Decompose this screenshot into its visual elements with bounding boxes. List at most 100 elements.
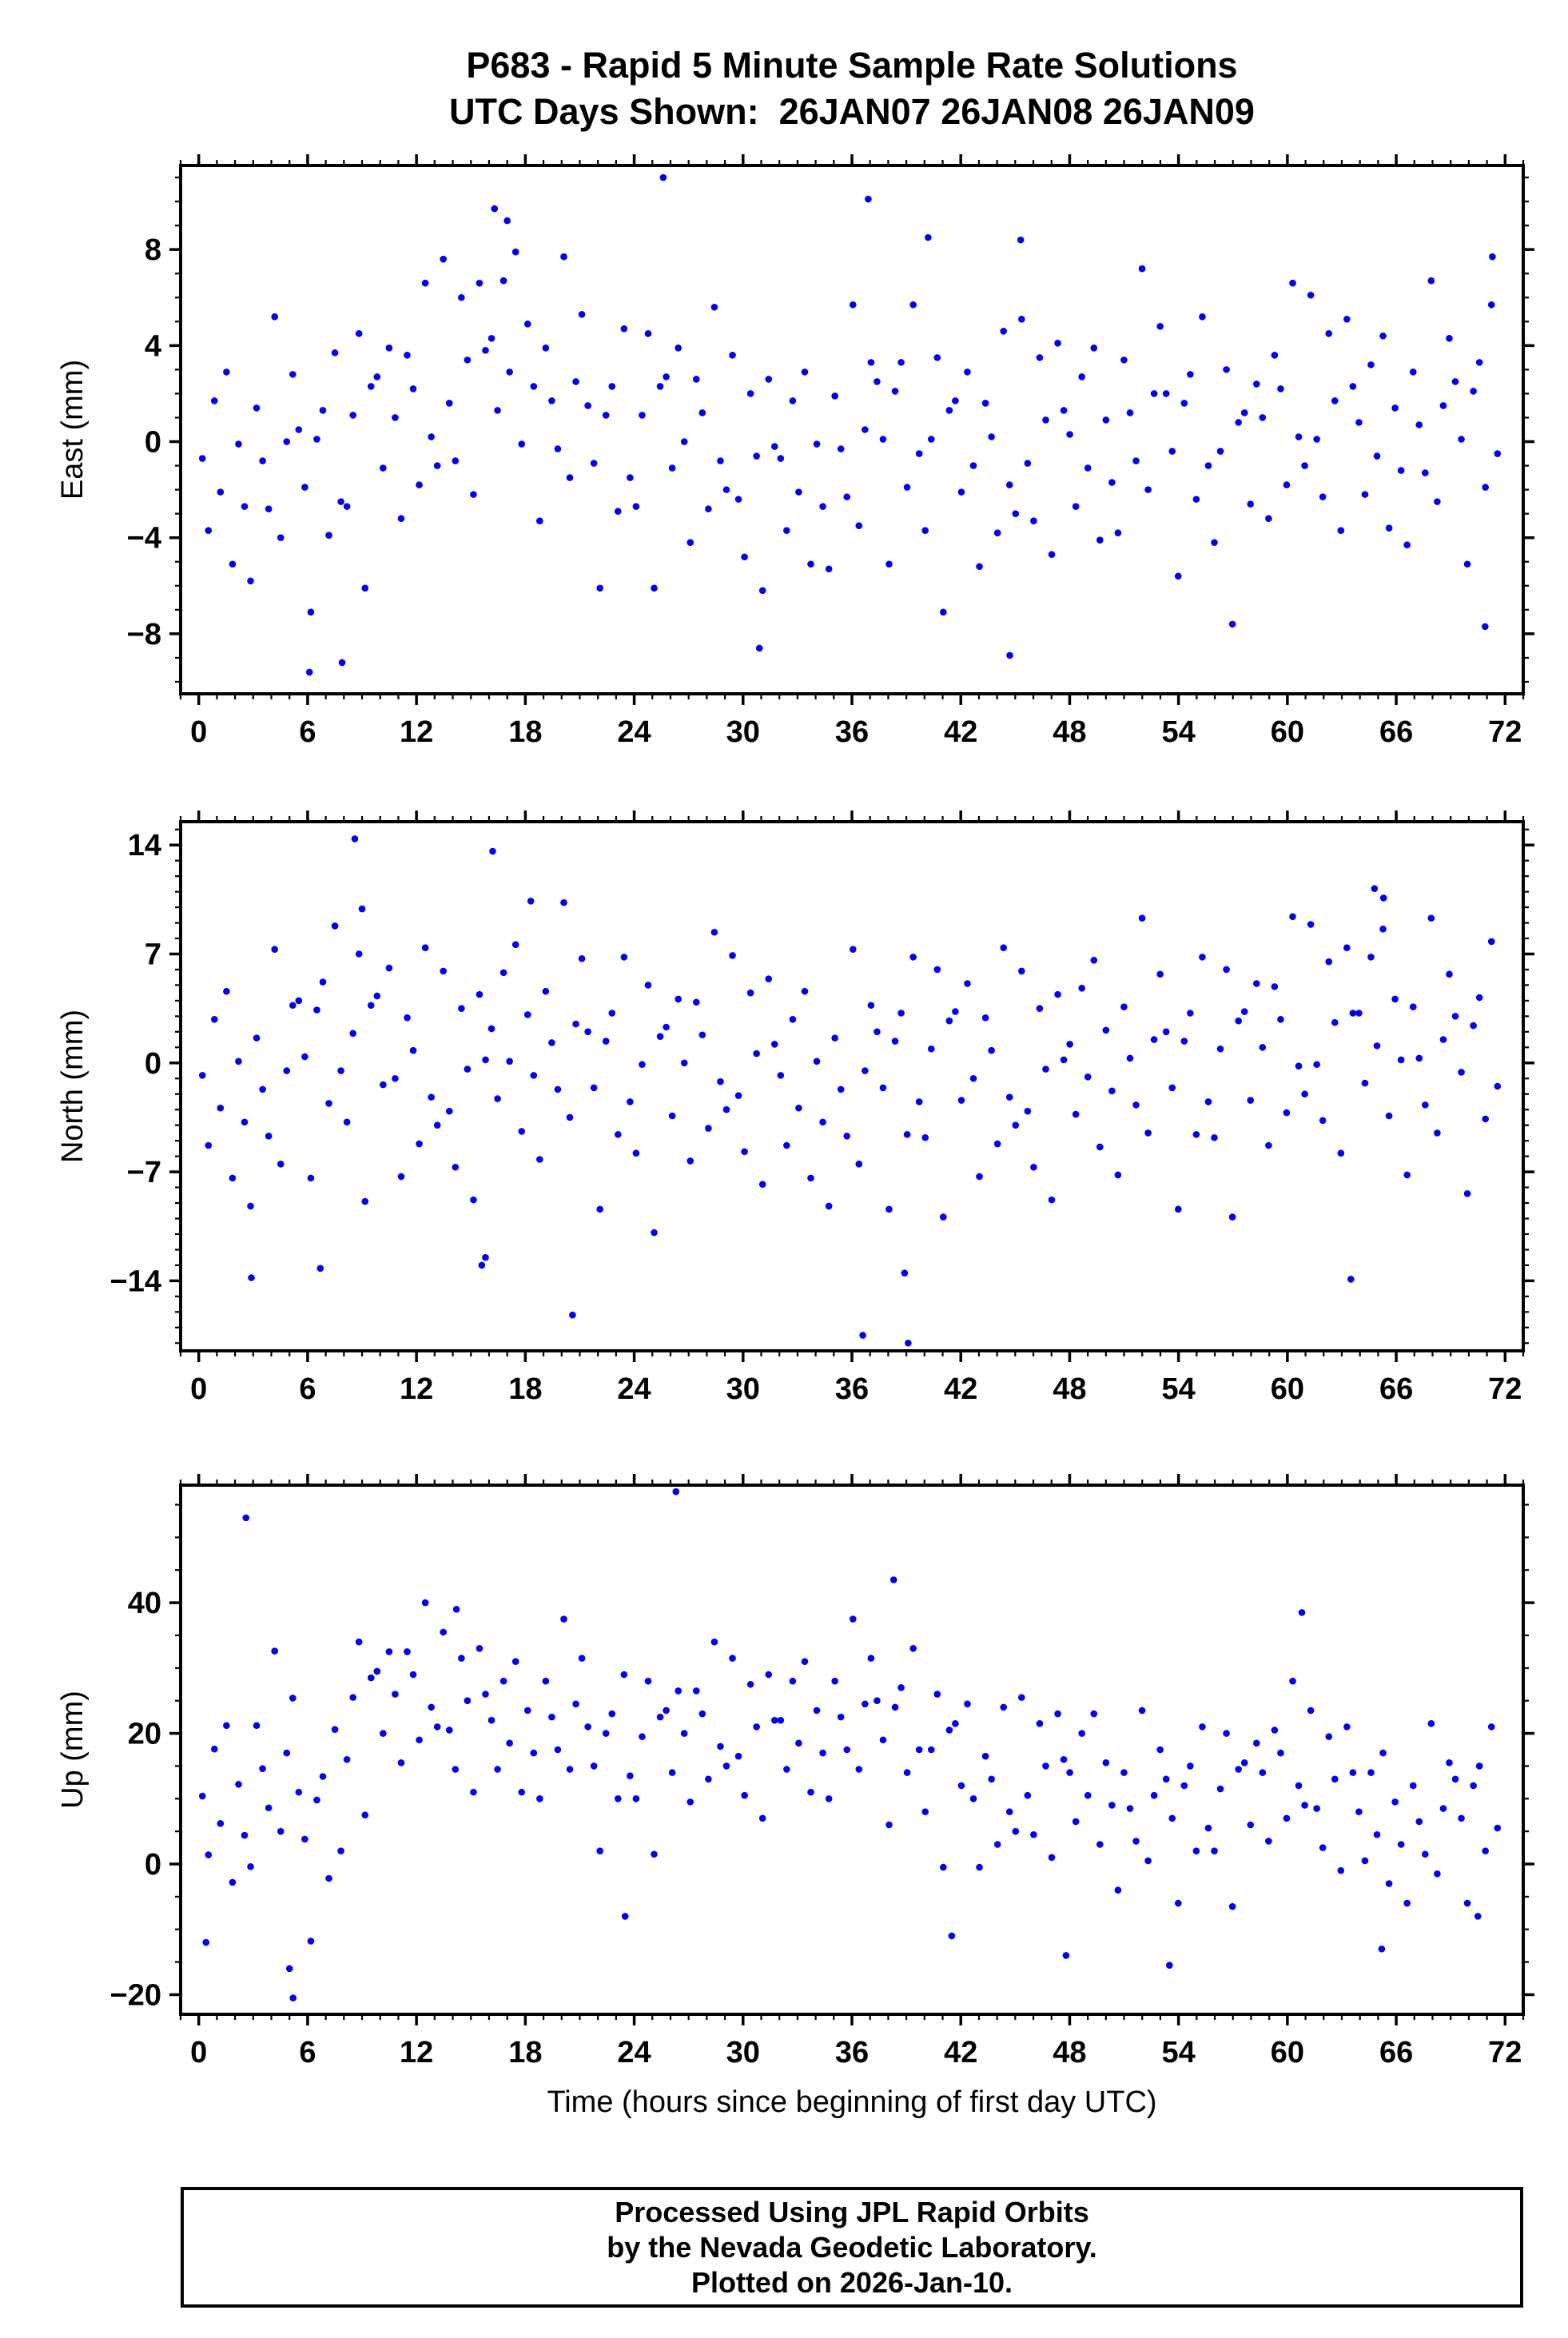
data-point: [734, 1752, 742, 1760]
data-point: [1156, 1746, 1164, 1754]
data-point: [765, 376, 773, 383]
data-point: [1451, 1775, 1459, 1783]
plot-frame: [179, 1484, 1525, 2016]
y-tick-label: −8: [127, 618, 161, 651]
data-point: [741, 553, 748, 561]
data-point: [277, 534, 285, 542]
data-point: [1307, 921, 1315, 928]
data-point: [952, 1720, 959, 1727]
data-point: [1216, 1045, 1224, 1053]
data-point: [897, 1010, 905, 1017]
data-point-outlier: [1062, 1952, 1070, 1959]
data-point: [1192, 496, 1200, 503]
data-point: [380, 1730, 387, 1737]
data-point: [909, 954, 917, 961]
data-point: [1144, 486, 1152, 493]
data-point: [259, 1765, 266, 1773]
data-point: [801, 368, 809, 376]
data-point: [1042, 1762, 1049, 1770]
data-point: [307, 1938, 315, 1945]
data-point: [1470, 1022, 1477, 1030]
data-point: [373, 992, 381, 1000]
data-point: [223, 1722, 230, 1730]
data-point: [729, 952, 736, 959]
data-point-outlier: [569, 1311, 576, 1319]
data-point: [392, 1691, 399, 1698]
data-point: [542, 345, 550, 352]
data-point: [717, 457, 724, 464]
data-point: [1349, 1769, 1357, 1776]
data-point: [957, 1097, 965, 1104]
y-tick-label: −20: [110, 1978, 161, 2012]
data-point: [1048, 551, 1056, 559]
data-point: [807, 1174, 814, 1182]
data-point: [675, 1687, 682, 1695]
data-point-outlier: [1298, 1609, 1306, 1616]
data-point: [530, 1749, 538, 1757]
data-point: [668, 1769, 676, 1776]
data-point: [969, 1074, 977, 1082]
data-point: [1475, 359, 1483, 366]
data-point: [722, 1105, 730, 1113]
data-point: [445, 1107, 453, 1115]
data-point: [452, 1163, 460, 1171]
data-point: [1228, 1213, 1236, 1221]
data-point: [229, 1878, 237, 1886]
x-tick-label: 36: [835, 2036, 869, 2069]
x-tick-label: 66: [1379, 2036, 1413, 2069]
data-point: [1024, 1791, 1032, 1799]
data-point: [680, 1730, 688, 1737]
data-point: [976, 1173, 983, 1181]
data-point: [1331, 1018, 1339, 1026]
data-point: [1108, 1087, 1116, 1095]
data-point: [1451, 1013, 1459, 1020]
data-point: [1199, 313, 1206, 321]
data-point-outlier: [1489, 253, 1496, 261]
data-point: [1265, 1141, 1272, 1149]
data-point: [686, 1798, 694, 1806]
data-point: [367, 1674, 375, 1682]
data-point: [722, 486, 730, 493]
data-point: [988, 1775, 995, 1783]
data-point: [470, 1788, 477, 1796]
data-point: [693, 1687, 700, 1695]
data-point: [416, 1140, 423, 1148]
data-point: [482, 1056, 489, 1064]
data-point-outlier: [621, 1913, 629, 1920]
data-point: [855, 522, 863, 529]
data-point: [277, 1827, 285, 1835]
data-point: [663, 1023, 670, 1031]
data-point: [476, 990, 484, 998]
data-point: [1204, 462, 1212, 469]
data-point: [1223, 1730, 1230, 1737]
data-point: [1120, 356, 1128, 364]
data-point: [235, 440, 242, 448]
data-point: [663, 373, 670, 380]
data-point: [1283, 1109, 1291, 1117]
data-point: [651, 584, 658, 592]
up-points: [198, 1488, 1502, 2001]
data-point: [1367, 361, 1375, 368]
data-point: [433, 1121, 441, 1129]
data-point: [385, 964, 393, 972]
data-point-outlier: [1006, 651, 1013, 659]
data-point: [644, 982, 652, 989]
data-point: [476, 279, 484, 287]
data-point-outlier: [202, 1938, 210, 1946]
data-point: [337, 498, 344, 505]
data-point: [1434, 1870, 1441, 1878]
data-point: [1228, 620, 1236, 628]
data-point: [1487, 938, 1495, 946]
data-point: [229, 560, 237, 568]
data-point: [584, 402, 591, 409]
data-point: [789, 1015, 797, 1023]
data-point: [909, 1645, 917, 1652]
data-point: [1361, 1079, 1369, 1087]
data-point: [205, 527, 213, 534]
data-point: [1283, 481, 1291, 488]
data-point: [1150, 390, 1158, 397]
data-point: [1223, 366, 1230, 373]
data-point: [1252, 380, 1260, 388]
data-point: [1289, 1677, 1296, 1685]
page-title: P683 - Rapid 5 Minute Sample Rate Soluti…: [466, 45, 1238, 86]
